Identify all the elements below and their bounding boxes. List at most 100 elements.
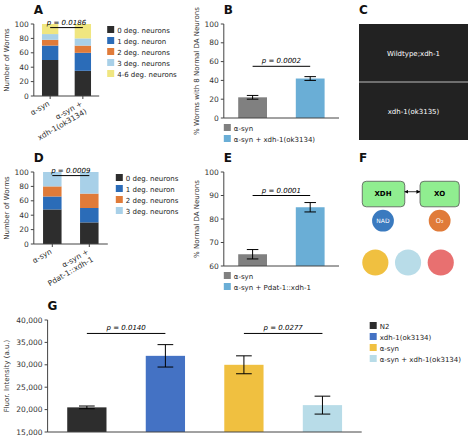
y-tick bbox=[221, 80, 224, 81]
y-axis-label: Number of Worms bbox=[3, 176, 11, 240]
y-tick bbox=[31, 200, 34, 201]
legend-swatch bbox=[107, 59, 114, 66]
x-axis-line bbox=[48, 432, 362, 433]
x-axis-line bbox=[224, 266, 339, 267]
panel: A020406080100α-synα-syn +xdh-1(ok3134)Nu… bbox=[3, 3, 177, 142]
y-tick bbox=[221, 195, 224, 196]
y-tick-label: 80 bbox=[19, 182, 29, 191]
y-tick-label: 30,000 bbox=[16, 360, 42, 369]
legend-label: 1 deg. neuron bbox=[126, 186, 175, 194]
error-bar bbox=[158, 345, 174, 367]
bar-segment bbox=[80, 194, 99, 208]
y-tick bbox=[31, 186, 34, 187]
y-tick-label: 15,000 bbox=[16, 428, 42, 436]
legend-label: xdh-1(ok3134) bbox=[380, 334, 432, 342]
y-tick-label: 80 bbox=[209, 215, 219, 224]
bar bbox=[296, 79, 325, 118]
x-tick bbox=[50, 96, 51, 99]
legend: α-synα-syn + Pdat-1::xdh-1 bbox=[224, 272, 311, 292]
legend-swatch bbox=[224, 272, 231, 279]
panel-title: G bbox=[48, 299, 58, 313]
diagram-label: XO bbox=[434, 190, 445, 198]
bar-segment bbox=[75, 38, 91, 45]
y-axis-label: Number of Worms bbox=[3, 28, 11, 92]
legend-label: 4-6 deg. neurons bbox=[117, 71, 177, 79]
bar-segment bbox=[80, 222, 99, 244]
p-value: p = 0.0001 bbox=[261, 187, 301, 195]
bar bbox=[146, 356, 185, 432]
bar-segment bbox=[43, 196, 62, 209]
legend-label: 2 deg. neurons bbox=[126, 197, 179, 205]
p-value: p = 0.0009 bbox=[50, 167, 91, 175]
legend-swatch bbox=[116, 174, 123, 181]
y-axis-label: % Normal DA Neurons bbox=[193, 180, 201, 258]
y-tick-label: 20 bbox=[19, 225, 29, 234]
y-tick-label: 60 bbox=[19, 196, 29, 205]
error-stem bbox=[310, 203, 311, 212]
legend-label: N2 bbox=[380, 323, 390, 331]
error-cap bbox=[304, 211, 316, 212]
diagram-label: NAD bbox=[376, 217, 390, 224]
y-tick-label: 25,000 bbox=[16, 383, 42, 392]
y-axis-label: Fluor. Intensity (a.u.) bbox=[3, 339, 11, 412]
error-cap bbox=[315, 414, 331, 415]
panel-title: D bbox=[34, 151, 44, 165]
bar bbox=[67, 407, 106, 432]
x-tick-label-line: α-syn bbox=[29, 99, 52, 117]
bar-segment bbox=[42, 40, 58, 46]
legend-swatch bbox=[107, 48, 114, 55]
diagram-label: O₂ bbox=[436, 217, 444, 225]
bar-segment bbox=[75, 71, 91, 96]
y-tick bbox=[221, 172, 224, 173]
bracket bbox=[87, 333, 166, 334]
y-tick bbox=[221, 99, 224, 100]
plot-marks bbox=[43, 172, 99, 244]
y-axis-line bbox=[33, 24, 34, 96]
neuron-circle bbox=[362, 249, 388, 275]
y-tick-label: 40 bbox=[19, 63, 29, 72]
bar bbox=[296, 207, 325, 266]
panel: F XDH XO NAD O₂ bbox=[359, 151, 459, 276]
bar-segment bbox=[75, 46, 91, 53]
error-stem bbox=[243, 356, 244, 374]
bar bbox=[238, 97, 267, 118]
legend-swatch bbox=[370, 344, 377, 351]
error-bar bbox=[247, 95, 259, 99]
y-tick bbox=[31, 67, 34, 68]
y-tick bbox=[221, 266, 224, 267]
bracket bbox=[50, 27, 83, 28]
x-tick bbox=[89, 244, 90, 247]
error-stem bbox=[252, 250, 253, 259]
y-tick-label: 20 bbox=[209, 95, 219, 104]
panel-title: B bbox=[224, 3, 233, 17]
legend: 0 deg. neurons 1 deg. neuron 2 deg. neuron… bbox=[116, 174, 179, 216]
panel-title: F bbox=[359, 151, 367, 165]
cofactor-circle bbox=[429, 210, 451, 232]
diagram-label: XDH bbox=[374, 190, 391, 198]
legend-label: 2 deg. neurons bbox=[117, 49, 170, 57]
p-value: p = 0.0140 bbox=[105, 324, 146, 332]
bar-segment bbox=[42, 60, 58, 96]
y-tick bbox=[221, 24, 224, 25]
legend-swatch bbox=[116, 185, 123, 192]
enzyme-box bbox=[362, 181, 405, 207]
image-label: xdh-1(ok3135) bbox=[388, 108, 440, 116]
legend-label: 0 deg. neurons bbox=[126, 175, 179, 183]
y-tick bbox=[45, 409, 48, 410]
y-tick-label: 0 bbox=[214, 114, 219, 123]
bar-segment bbox=[42, 34, 58, 40]
y-tick-label: 60 bbox=[19, 48, 29, 57]
error-cap bbox=[304, 80, 316, 81]
panel: D020406080100α-synα-syn +Pdat-1::xdh-1Nu… bbox=[3, 151, 179, 288]
y-tick bbox=[31, 96, 34, 97]
y-tick-label: 60 bbox=[209, 57, 219, 66]
bar-segment bbox=[43, 186, 62, 196]
y-tick-label: 80 bbox=[209, 38, 219, 47]
plot-marks bbox=[67, 345, 342, 432]
legend-label: α-syn bbox=[380, 345, 399, 353]
error-cap bbox=[247, 258, 259, 259]
y-tick bbox=[31, 229, 34, 230]
error-cap bbox=[236, 373, 252, 374]
enzyme-box bbox=[420, 181, 459, 207]
x-tick bbox=[82, 96, 83, 99]
